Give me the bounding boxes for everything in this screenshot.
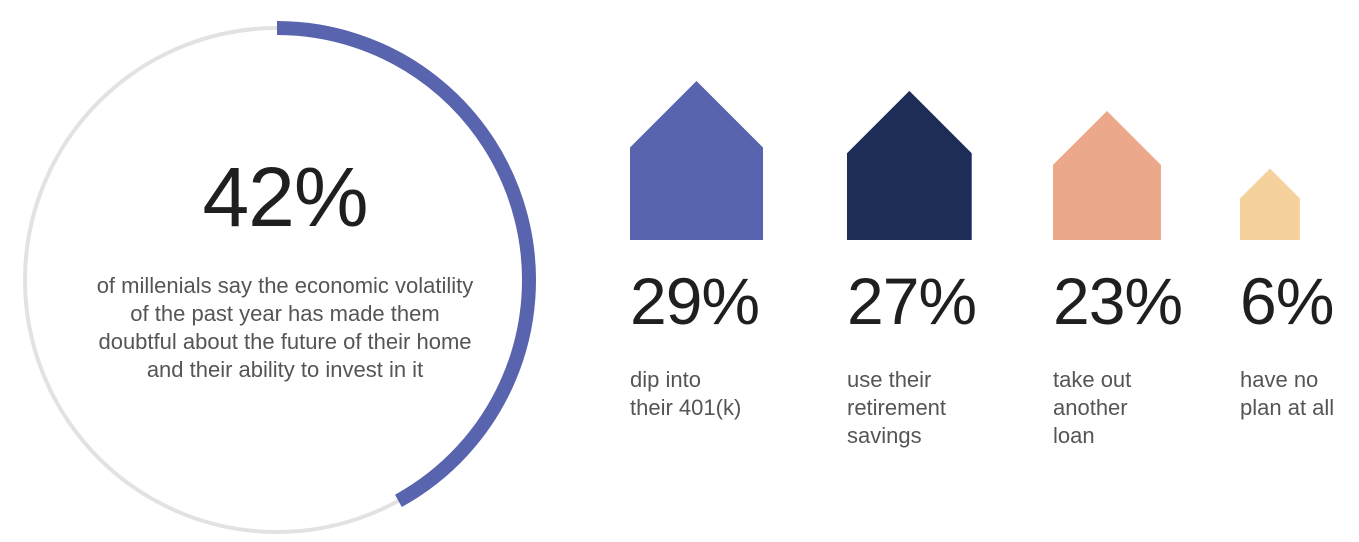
house-bar-no-plan xyxy=(1240,168,1300,240)
stat-percentage-retirement: 27% xyxy=(847,264,977,338)
stat-label-retirement: use their retirement savings xyxy=(847,367,947,448)
headline-percentage: 42% xyxy=(202,150,368,244)
house-bar-401k xyxy=(630,81,763,240)
house-bar-retirement xyxy=(847,90,972,240)
headline-description: of millenials say the economic volatilit… xyxy=(96,273,474,382)
stat-percentage-no-plan: 6% xyxy=(1240,264,1334,338)
stat-label-no-plan: have no plan at all xyxy=(1240,367,1335,420)
stat-percentage-401k: 29% xyxy=(630,264,760,338)
stat-label-loan: take out another loan xyxy=(1053,367,1132,448)
ring-progress-arc xyxy=(276,21,536,507)
stat-label-401k: dip into their 401(k) xyxy=(630,367,742,420)
stat-percentage-loan: 23% xyxy=(1053,264,1183,338)
house-bar-loan xyxy=(1053,110,1161,241)
